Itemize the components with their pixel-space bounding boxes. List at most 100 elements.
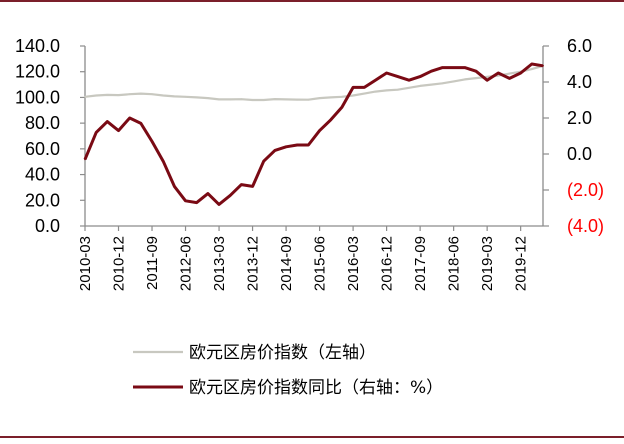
data-point-index xyxy=(240,98,243,101)
legend: 欧元区房价指数（左轴） 欧元区房价指数同比（右轴：%） xyxy=(133,343,443,398)
data-point-yoy xyxy=(419,75,421,78)
data-point-yoy xyxy=(84,158,86,161)
data-point-yoy xyxy=(240,183,243,186)
series-line-house-price-yoy xyxy=(83,62,544,206)
data-point-yoy xyxy=(519,72,522,74)
data-point-yoy xyxy=(318,129,321,132)
x-tick-label: 2011-09 xyxy=(144,236,161,290)
data-point-yoy xyxy=(218,203,220,206)
plot-area: 0.0 20.0 40.0 60.0 80.0 100.0 120.0 140.0 6.0 4.0… xyxy=(15,36,604,291)
data-point-index xyxy=(352,94,354,97)
right-tick-label: (4.0) xyxy=(567,216,604,236)
right-tick-label: (2.0) xyxy=(567,180,604,200)
data-point-yoy xyxy=(463,66,466,69)
data-point-yoy xyxy=(542,64,544,67)
legend-label: 欧元区房价指数同比（右轴：%） xyxy=(189,378,443,398)
data-point-index xyxy=(128,93,131,96)
data-point-index xyxy=(463,78,466,81)
data-point-index xyxy=(385,89,388,92)
data-point-yoy xyxy=(151,140,153,143)
left-tick-label: 20.0 xyxy=(25,190,60,210)
data-point-yoy xyxy=(162,160,165,163)
data-point-index xyxy=(497,74,500,77)
data-point-yoy xyxy=(508,77,511,80)
data-point-index xyxy=(452,80,455,83)
series-line-house-price-index xyxy=(84,64,544,102)
data-point-index xyxy=(184,95,187,98)
data-point-index xyxy=(508,72,511,75)
data-point-index xyxy=(218,98,220,101)
data-point-index xyxy=(173,95,176,98)
data-point-yoy xyxy=(329,118,332,121)
right-tick-label: 2.0 xyxy=(567,108,592,128)
x-tick-label: 2012-06 xyxy=(178,236,195,291)
data-point-yoy xyxy=(262,160,265,163)
x-tick-label: 2016-12 xyxy=(379,236,396,291)
data-point-index xyxy=(140,92,142,95)
data-point-index xyxy=(296,98,299,101)
data-point-yoy xyxy=(195,201,198,204)
x-tick-label: 2017-09 xyxy=(412,236,429,291)
data-point-index xyxy=(408,86,410,89)
data-point-index xyxy=(307,98,310,101)
data-point-index xyxy=(84,95,86,98)
data-point-yoy xyxy=(408,79,410,82)
data-point-index xyxy=(117,94,120,96)
x-tick-label: 2010-03 xyxy=(77,236,94,291)
x-tick-label: 2016-03 xyxy=(345,236,362,291)
right-tick-label: 6.0 xyxy=(567,36,592,56)
x-tick-label: 2010-12 xyxy=(111,236,128,291)
data-point-yoy xyxy=(385,72,388,74)
data-point-index xyxy=(285,98,287,101)
left-tick-label: 0.0 xyxy=(35,216,60,236)
data-point-yoy xyxy=(374,79,377,82)
right-tick-label: 0.0 xyxy=(567,144,592,164)
data-point-yoy xyxy=(106,120,109,123)
data-point-yoy xyxy=(497,72,500,74)
x-tick-label: 2013-12 xyxy=(245,236,262,291)
data-point-yoy xyxy=(274,149,276,152)
data-point-yoy xyxy=(452,66,455,69)
data-point-index xyxy=(251,99,254,101)
x-tick-label: 2019-03 xyxy=(479,236,496,291)
data-point-yoy xyxy=(251,185,254,188)
left-tick-label: 80.0 xyxy=(25,113,60,133)
legend-label: 欧元区房价指数（左轴） xyxy=(189,343,376,363)
left-tick-label: 100.0 xyxy=(15,87,60,107)
data-point-index xyxy=(262,99,265,101)
data-point-yoy xyxy=(486,79,488,82)
data-point-index xyxy=(396,88,399,91)
data-point-yoy xyxy=(117,129,120,132)
data-point-yoy xyxy=(363,86,366,89)
x-tick-label: 2015-06 xyxy=(312,236,329,291)
data-point-index xyxy=(195,96,198,99)
data-point-yoy xyxy=(352,86,354,89)
data-point-index xyxy=(229,98,232,101)
data-point-yoy xyxy=(95,131,98,134)
data-point-index xyxy=(207,97,209,99)
data-point-index xyxy=(430,83,433,86)
data-point-index xyxy=(486,76,488,78)
data-point-yoy xyxy=(207,192,209,195)
data-point-yoy xyxy=(128,117,131,119)
data-point-index xyxy=(318,97,321,99)
data-point-yoy xyxy=(441,66,444,69)
x-tick-label: 2019-12 xyxy=(513,236,530,291)
left-tick-label: 140.0 xyxy=(15,36,60,56)
data-point-yoy xyxy=(285,145,287,148)
data-point-index xyxy=(95,94,98,97)
data-point-yoy xyxy=(229,194,232,197)
data-point-index xyxy=(274,98,276,100)
data-point-index xyxy=(162,94,165,97)
data-point-index xyxy=(106,94,109,96)
data-point-index xyxy=(151,93,153,96)
x-tick-label: 2018-06 xyxy=(446,236,463,291)
data-point-index xyxy=(341,95,343,98)
data-point-yoy xyxy=(430,70,433,73)
data-point-yoy xyxy=(530,63,533,65)
data-point-index xyxy=(441,82,444,85)
data-point-index xyxy=(363,92,366,95)
data-point-yoy xyxy=(307,144,310,146)
